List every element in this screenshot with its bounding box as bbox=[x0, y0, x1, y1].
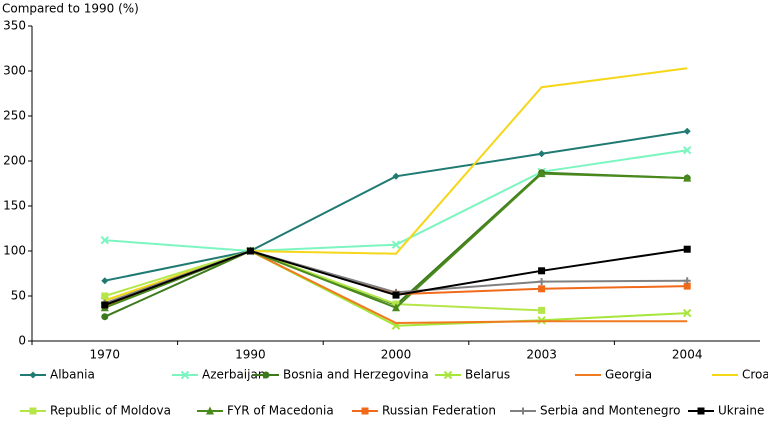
marker bbox=[101, 277, 109, 285]
y-tick-label: 150 bbox=[3, 199, 26, 213]
marker bbox=[392, 291, 400, 299]
marker bbox=[246, 247, 254, 255]
marker bbox=[29, 407, 37, 415]
legend-label: Republic of Moldova bbox=[50, 404, 171, 418]
marker bbox=[180, 370, 190, 380]
marker bbox=[683, 127, 691, 135]
marker bbox=[538, 285, 546, 293]
x-tick-label: 1990 bbox=[235, 348, 266, 362]
x-tick-label: 2003 bbox=[526, 348, 557, 362]
legend-label: Ukraine bbox=[718, 404, 764, 418]
marker bbox=[538, 267, 546, 275]
marker bbox=[443, 370, 453, 380]
legend-label: Albania bbox=[50, 368, 95, 382]
legend-label: Serbia and Montenegro bbox=[540, 404, 680, 418]
y-tick-label: 200 bbox=[3, 154, 26, 168]
marker bbox=[683, 277, 691, 285]
marker bbox=[262, 371, 270, 379]
marker bbox=[361, 407, 369, 415]
marker bbox=[683, 173, 692, 182]
series-line bbox=[104, 130, 688, 282]
legend-label: Azerbaijan bbox=[202, 368, 265, 382]
legend-label: Bosnia and Herzegovina bbox=[283, 368, 429, 382]
marker bbox=[682, 308, 692, 318]
y-tick-label: 250 bbox=[3, 109, 26, 123]
marker bbox=[101, 313, 109, 321]
x-tick-label: 2004 bbox=[672, 348, 703, 362]
marker bbox=[538, 306, 546, 314]
marker bbox=[392, 172, 400, 180]
legend-label: Belarus bbox=[465, 368, 510, 382]
marker bbox=[537, 169, 546, 178]
y-tick-label: 50 bbox=[11, 289, 26, 303]
legend-label: Russian Federation bbox=[382, 404, 496, 418]
marker bbox=[519, 407, 527, 415]
marker bbox=[538, 150, 546, 158]
marker bbox=[682, 145, 692, 155]
marker bbox=[100, 235, 110, 245]
marker bbox=[391, 240, 401, 249]
marker bbox=[697, 407, 705, 415]
legend-label: FYR of Macedonia bbox=[227, 404, 334, 418]
marker bbox=[683, 245, 691, 253]
legend-label: Georgia bbox=[605, 368, 652, 382]
marker bbox=[29, 371, 37, 379]
x-tick-label: 2000 bbox=[381, 348, 412, 362]
marker bbox=[101, 292, 109, 300]
y-tick-label: 350 bbox=[3, 19, 26, 33]
y-tick-label: 300 bbox=[3, 64, 26, 78]
y-tick-label: 100 bbox=[3, 244, 26, 258]
y-tick-label: 0 bbox=[18, 334, 26, 348]
legend-label: Croatia bbox=[742, 368, 768, 382]
marker bbox=[392, 303, 400, 312]
series-line bbox=[104, 67, 688, 302]
x-tick-label: 1970 bbox=[90, 348, 121, 362]
marker bbox=[101, 301, 109, 309]
y-axis-label: Compared to 1990 (%) bbox=[2, 2, 139, 16]
series-line bbox=[104, 149, 688, 253]
series-line bbox=[104, 249, 542, 312]
marker bbox=[538, 278, 546, 286]
marker bbox=[683, 282, 691, 290]
marker bbox=[206, 406, 214, 415]
